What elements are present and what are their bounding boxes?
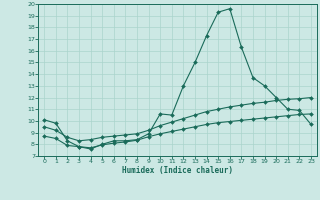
X-axis label: Humidex (Indice chaleur): Humidex (Indice chaleur) xyxy=(122,166,233,175)
